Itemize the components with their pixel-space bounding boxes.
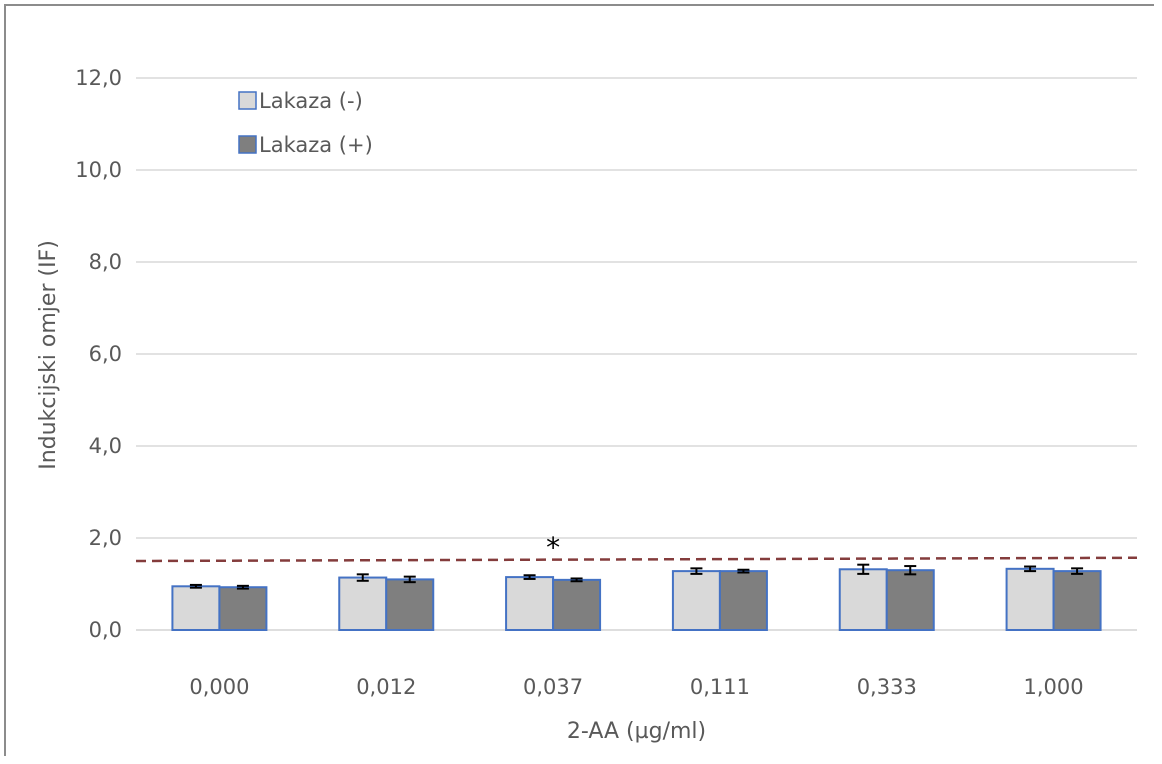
bar-lakaza-minus: [1005, 567, 1055, 632]
bar-lakaza-minus: [338, 576, 388, 631]
bar-lakaza-plus: [718, 570, 768, 631]
x-tick-label: 0,111: [690, 675, 750, 699]
y-tick-label: 4,0: [89, 434, 122, 458]
y-tick-label: 8,0: [89, 250, 122, 274]
y-tick-label: 10,0: [75, 158, 122, 182]
x-tick-label: 1,000: [1024, 675, 1084, 699]
legend-swatch: [238, 135, 257, 154]
x-tick-label: 0,000: [189, 675, 249, 699]
y-tick-label: 12,0: [75, 66, 122, 90]
bar-lakaza-minus: [838, 568, 888, 632]
bar-lakaza-minus: [505, 576, 555, 631]
legend-label: Lakaza (-): [259, 89, 363, 113]
x-tick-label: 0,012: [356, 675, 416, 699]
y-tick-label: 6,0: [89, 342, 122, 366]
bar-lakaza-plus: [218, 586, 268, 631]
bar-lakaza-plus: [1052, 570, 1102, 631]
bar-lakaza-minus: [171, 585, 221, 631]
bar-lakaza-plus: [885, 569, 935, 632]
y-tick-label: 2,0: [89, 526, 122, 550]
legend-swatch: [238, 91, 257, 110]
x-tick-label: 0,037: [523, 675, 583, 699]
chart-frame: [4, 4, 1154, 756]
reference-line: [135, 556, 1138, 563]
bar-lakaza-plus: [385, 578, 435, 632]
bar-lakaza-plus: [552, 578, 602, 631]
legend-label: Lakaza (+): [259, 133, 373, 157]
y-tick-label: 0,0: [89, 618, 122, 642]
x-tick-label: 0,333: [857, 675, 917, 699]
bar-lakaza-minus: [671, 570, 721, 631]
significance-marker: *: [546, 531, 560, 564]
x-axis-title: 2-AA (µg/ml): [567, 719, 706, 744]
y-axis-title: Indukcijski omjer (IF): [36, 240, 61, 470]
